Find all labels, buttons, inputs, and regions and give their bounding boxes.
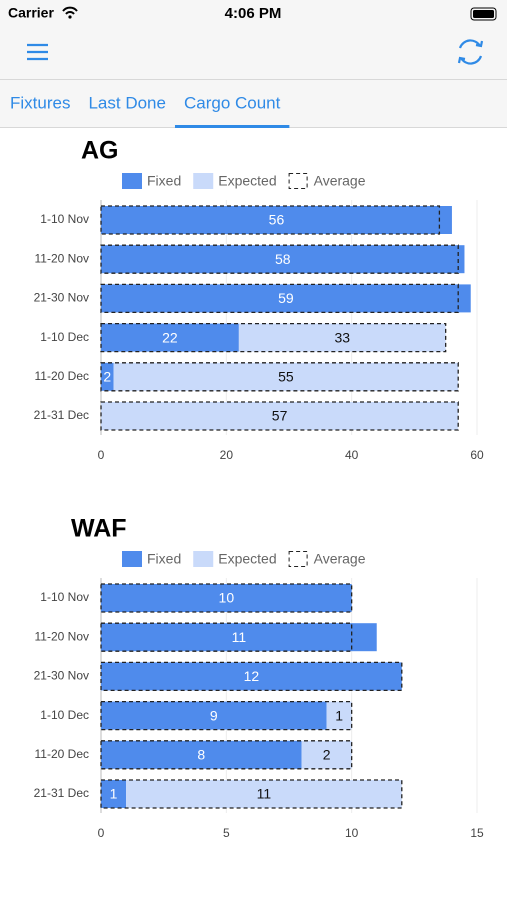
bar-label: 11 bbox=[257, 786, 272, 802]
x-tick-label: 40 bbox=[345, 448, 359, 462]
refresh-button[interactable] bbox=[457, 39, 484, 65]
y-tick-label: 1-10 Dec bbox=[40, 330, 89, 344]
bar-segment bbox=[101, 780, 127, 808]
bar-label: 58 bbox=[275, 251, 291, 267]
x-tick-label: 60 bbox=[470, 448, 484, 462]
y-tick-label: 21-30 Nov bbox=[34, 291, 89, 305]
bar-label: 9 bbox=[210, 707, 218, 723]
bar-label: 2 bbox=[323, 747, 331, 763]
bar-label: 11 bbox=[232, 629, 247, 645]
bar-segment bbox=[326, 701, 352, 730]
x-tick-label: 0 bbox=[98, 448, 105, 462]
x-tick-label: 10 bbox=[345, 826, 359, 840]
average-outline bbox=[100, 322, 447, 353]
y-tick-label: 21-31 Dec bbox=[34, 408, 89, 422]
tab-indicator bbox=[174, 125, 290, 128]
bar-label: 57 bbox=[272, 408, 288, 424]
bar-segment bbox=[101, 584, 352, 612]
y-tick-label: 1-10 Dec bbox=[40, 708, 89, 722]
bar-label: 10 bbox=[219, 590, 235, 606]
legend-label: Average bbox=[314, 173, 366, 189]
bar-segment bbox=[101, 284, 471, 313]
bar-label: 56 bbox=[269, 212, 285, 228]
bar-label: 1 bbox=[110, 786, 118, 802]
legend-swatch bbox=[122, 551, 142, 567]
bar-segment bbox=[101, 662, 402, 691]
header-background bbox=[0, 0, 507, 128]
bar-label: 2 bbox=[103, 369, 111, 385]
y-tick-label: 11-20 Dec bbox=[35, 747, 89, 761]
legend-swatch bbox=[193, 551, 214, 567]
bar-segment bbox=[238, 323, 446, 352]
legend-label: Expected bbox=[218, 551, 276, 567]
legend-swatch bbox=[288, 173, 308, 189]
average-outline bbox=[100, 779, 403, 809]
bar-segment bbox=[101, 245, 465, 274]
tab[interactable]: Fixtures bbox=[10, 93, 70, 112]
bar-label: 55 bbox=[278, 369, 294, 385]
legend-swatch bbox=[193, 173, 214, 189]
average-outline bbox=[100, 362, 459, 392]
bar-segment bbox=[126, 780, 402, 808]
legend-swatch bbox=[288, 551, 308, 567]
y-tick-label: 21-31 Dec bbox=[34, 786, 89, 800]
chart-title: WAF bbox=[71, 515, 127, 543]
legend-swatch bbox=[122, 173, 142, 189]
bar-segment bbox=[101, 362, 114, 391]
bar-label: 8 bbox=[197, 747, 205, 763]
x-tick-label: 0 bbox=[98, 826, 105, 840]
y-tick-label: 11-20 Nov bbox=[35, 629, 89, 643]
tab[interactable]: Last Done bbox=[88, 93, 166, 112]
tab[interactable]: Cargo Count bbox=[184, 93, 281, 112]
bar-segment bbox=[101, 623, 377, 652]
legend-label: Average bbox=[314, 551, 366, 567]
wifi-dot bbox=[68, 15, 72, 19]
chart-title: AG bbox=[81, 137, 119, 165]
average-outline bbox=[100, 205, 441, 235]
battery-level bbox=[473, 10, 494, 18]
bar-segment bbox=[113, 362, 459, 391]
average-outline bbox=[100, 244, 459, 274]
average-outline bbox=[100, 401, 459, 431]
bar-label: 22 bbox=[162, 329, 178, 345]
bar-segment bbox=[101, 402, 459, 430]
x-tick-label: 20 bbox=[220, 448, 234, 462]
bar-label: 1 bbox=[335, 707, 343, 723]
x-tick-label: 5 bbox=[223, 826, 230, 840]
bar-segment bbox=[101, 323, 239, 352]
y-tick-label: 1-10 Nov bbox=[40, 590, 89, 604]
x-tick-label: 15 bbox=[470, 826, 484, 840]
legend-label: Fixed bbox=[147, 551, 181, 567]
menu-button[interactable] bbox=[27, 43, 48, 61]
wifi-icon bbox=[62, 6, 78, 15]
bar-label: 33 bbox=[334, 329, 350, 345]
bar-segment bbox=[101, 206, 452, 234]
bar-segment bbox=[301, 740, 352, 769]
y-tick-label: 1-10 Nov bbox=[40, 212, 89, 226]
bar-label: 59 bbox=[278, 290, 294, 306]
bar-label: 12 bbox=[244, 668, 260, 684]
legend-label: Expected bbox=[218, 173, 276, 189]
battery bbox=[470, 7, 497, 21]
clock: 4:06 PM bbox=[225, 5, 282, 22]
bar-segment bbox=[101, 701, 327, 730]
y-tick-label: 11-20 Nov bbox=[35, 251, 89, 265]
y-tick-label: 11-20 Dec bbox=[35, 369, 89, 383]
average-outline bbox=[100, 661, 403, 692]
legend-label: Fixed bbox=[147, 173, 181, 189]
average-outline bbox=[100, 283, 459, 314]
y-tick-label: 21-30 Nov bbox=[34, 669, 89, 683]
carrier: Carrier bbox=[8, 5, 54, 21]
bar-segment bbox=[101, 740, 302, 769]
